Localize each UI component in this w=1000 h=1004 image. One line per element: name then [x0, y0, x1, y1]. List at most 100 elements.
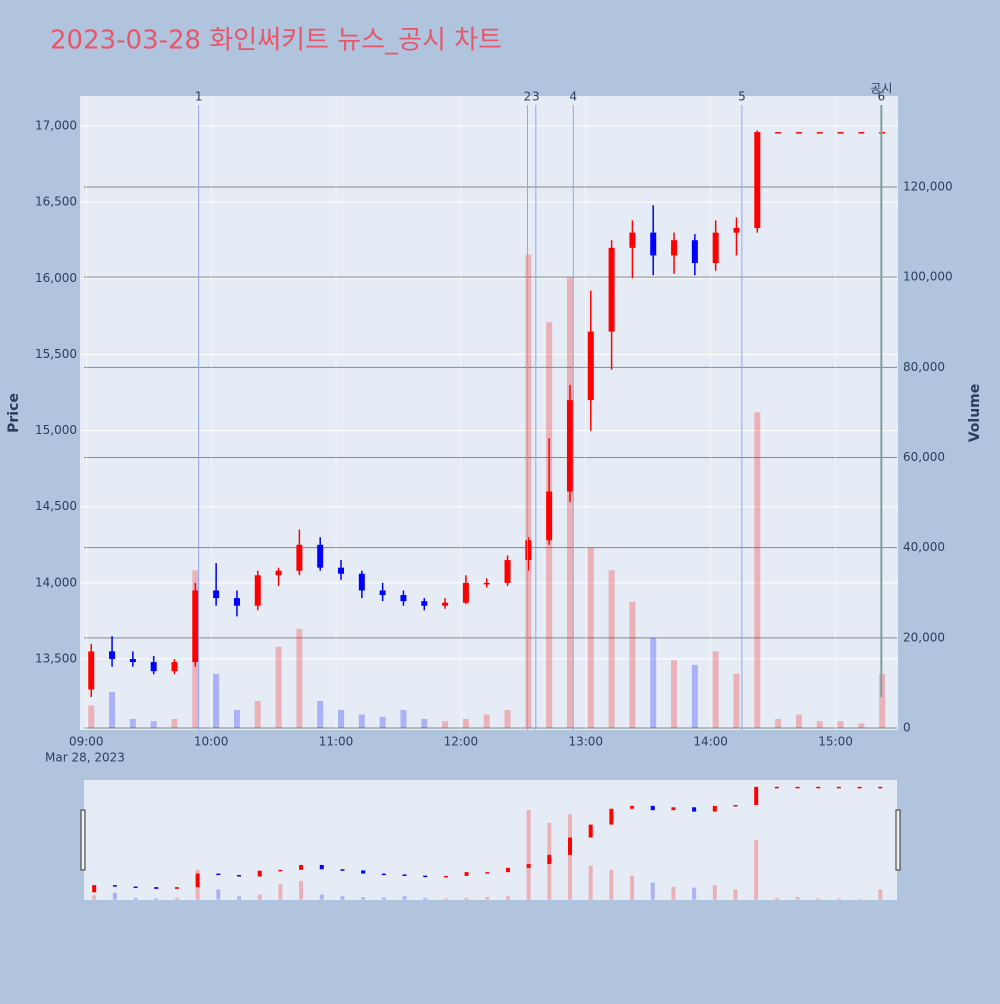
candle-body [733, 228, 740, 233]
volume-bar [629, 601, 636, 729]
mini-volume-bar [878, 889, 883, 900]
candle-body [317, 544, 324, 568]
y2-tick-label: 20,000 [903, 630, 945, 644]
candle-body [275, 570, 282, 576]
candle-body [691, 240, 698, 264]
volume-bar [129, 718, 136, 729]
volume-bar [795, 714, 802, 729]
candle-body [795, 132, 802, 134]
mini-volume-bar [671, 886, 676, 900]
volume-bar [338, 709, 345, 729]
mini-candle [547, 854, 552, 865]
volume-bar [296, 628, 303, 729]
candle-body [837, 132, 844, 134]
mini-candle [568, 837, 573, 855]
mini-candle [237, 875, 242, 877]
y-tick-label: 15,500 [35, 347, 77, 361]
mini-candle [299, 864, 304, 870]
candle-body [296, 544, 303, 571]
y2-axis-title: Volume [967, 384, 983, 443]
volume-bar [213, 673, 220, 729]
mini-candle [257, 870, 262, 877]
volume-bar [233, 709, 240, 729]
candle-body [587, 331, 594, 401]
candle-body [775, 132, 782, 134]
slider-handle[interactable] [80, 809, 86, 871]
mini-candle [112, 885, 117, 887]
volume-bar [754, 412, 761, 729]
mini-candle [340, 869, 345, 871]
chart-title: 2023-03-28 화인써키트 뉴스_공시 차트 [50, 26, 502, 56]
candle-body [566, 400, 573, 492]
y-tick-label: 14,000 [35, 575, 77, 589]
y2-tick-label: 0 [903, 721, 911, 735]
candle-body [608, 247, 615, 332]
volume-bar [671, 660, 678, 729]
mini-candle [402, 874, 407, 876]
candle-body [546, 491, 553, 541]
mini-candle [92, 885, 97, 893]
y-tick-label: 16,500 [35, 195, 77, 209]
mini-candle [174, 887, 179, 889]
candle-body [88, 651, 95, 690]
y2-tick-label: 120,000 [903, 179, 953, 193]
y-axis-title: Price [6, 393, 22, 433]
mini-volume-bar [237, 896, 242, 900]
mini-candle [816, 786, 821, 789]
mini-volume-bar [588, 865, 593, 900]
event-label: 4 [569, 90, 577, 104]
mini-volume-bar [319, 894, 324, 900]
mini-volume-bar [340, 896, 345, 900]
mini-candle [754, 786, 759, 805]
mini-volume-bar [485, 897, 490, 900]
x-date-label: Mar 28, 2023 [45, 751, 125, 765]
volume-bar [733, 673, 740, 729]
mini-volume-bar [216, 889, 221, 900]
mini-volume-bar [816, 898, 821, 900]
mini-candle [443, 875, 448, 878]
volume-bar [421, 718, 428, 729]
volume-bar [504, 709, 511, 729]
mini-volume-bar [257, 894, 262, 900]
volume-bar [608, 570, 615, 729]
x-tick-label: 15:00 [818, 735, 853, 749]
event-label: 2 [524, 90, 532, 104]
volume-bar [88, 705, 95, 729]
mini-candle [319, 864, 324, 870]
candle-body [338, 567, 345, 574]
candle-body [754, 132, 761, 229]
mini-volume-bar [154, 898, 159, 900]
candle-body [400, 595, 407, 602]
y2-tick-label: 40,000 [903, 540, 945, 554]
y-tick-label: 16,000 [35, 271, 77, 285]
mini-candle [505, 867, 510, 873]
mini-volume-bar [112, 892, 117, 900]
candle-body [442, 602, 449, 606]
candle-body [816, 132, 823, 134]
mini-volume-bar [857, 898, 862, 900]
candle-body [129, 659, 136, 663]
mini-candle [278, 869, 283, 872]
mini-volume-bar [402, 896, 407, 900]
candle-body [233, 598, 240, 606]
mini-volume-bar [133, 897, 138, 900]
mini-candle [216, 873, 221, 876]
mini-volume-bar [630, 875, 635, 900]
x-tick-label: 13:00 [568, 735, 603, 749]
mini-candle [133, 886, 138, 889]
x-tick-label: 09:00 [69, 735, 104, 749]
mini-candle [630, 805, 635, 809]
volume-bar [816, 721, 823, 729]
y-tick-label: 14,500 [35, 499, 77, 513]
candle-body [171, 662, 178, 672]
y-tick-label: 17,000 [35, 119, 77, 133]
mini-candle [857, 786, 862, 789]
mini-volume-bar [443, 898, 448, 900]
mini-volume-bar [774, 897, 779, 900]
mini-volume-bar [568, 814, 573, 900]
slider-handle[interactable] [895, 809, 901, 871]
range-slider[interactable] [84, 780, 897, 900]
candle-body [150, 662, 157, 672]
candle-body [192, 590, 199, 663]
